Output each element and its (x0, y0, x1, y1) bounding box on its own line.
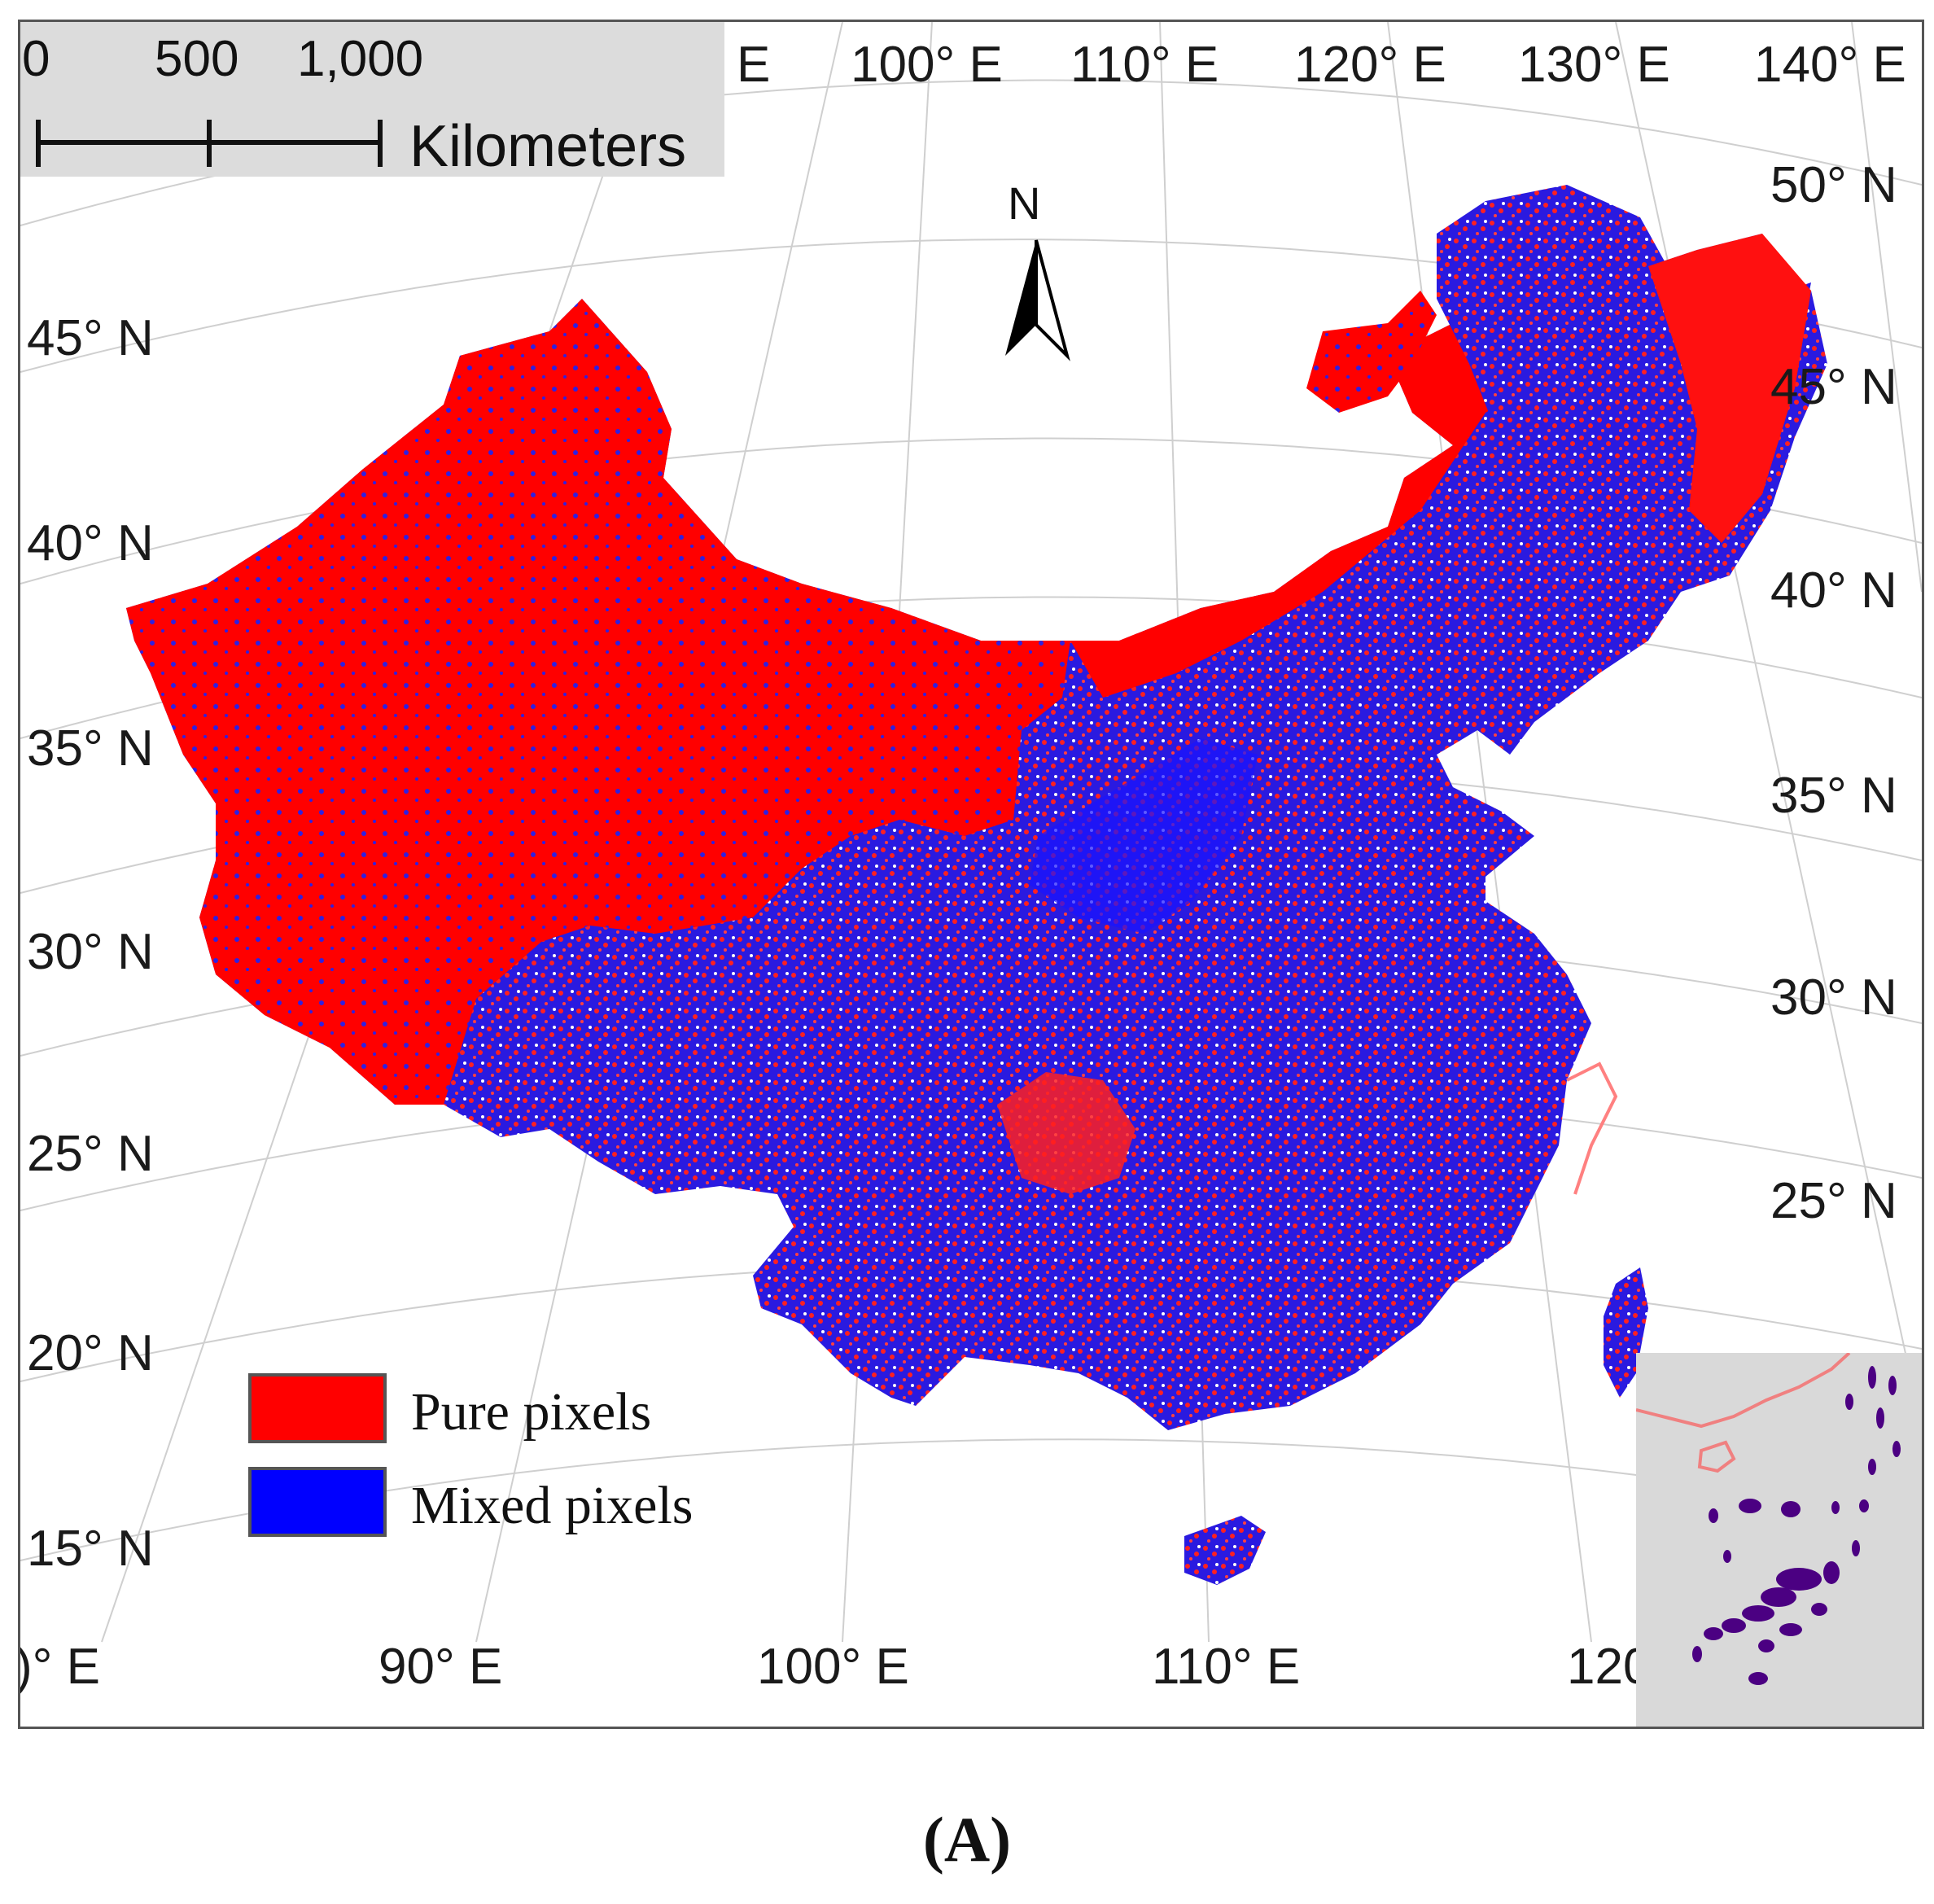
scale-tick-500: 500 (155, 31, 239, 87)
figure-caption: (A) (922, 1804, 1012, 1875)
lat-left-label: 45° N (27, 310, 154, 366)
legend-label-pure: Pure pixels (411, 1382, 652, 1442)
hainan (1184, 1516, 1266, 1585)
lat-left-label: 30° N (27, 924, 154, 980)
lat-right-label: 25° N (1770, 1173, 1897, 1229)
north-arrow-icon (1005, 239, 1070, 361)
lat-left-label: 25° N (27, 1126, 154, 1182)
lat-right-label: 50° N (1770, 157, 1897, 213)
legend-label-mixed: Mixed pixels (411, 1476, 694, 1535)
map-frame: 0 500 1,000 Kilometers N E 100° E 110° E… (18, 20, 1924, 1729)
lat-left-label: 40° N (27, 515, 154, 571)
scale-tick-0: 0 (22, 31, 50, 87)
lon-top-label: 130° E (1518, 37, 1670, 93)
legend-swatch-mixed (248, 1467, 387, 1537)
landmass (126, 185, 1827, 1585)
pure-region-west (126, 299, 1070, 1105)
lon-top-label: E (737, 37, 771, 93)
mixed-core-central (1030, 738, 1258, 934)
lat-right-label: 35° N (1770, 768, 1897, 824)
south-china-sea-inset (1635, 1351, 1922, 1727)
pure-region-northeast (1306, 291, 1437, 413)
inset-coastline (1635, 1351, 1851, 1429)
north-arrow-label: N (1008, 177, 1041, 229)
map-canvas (20, 22, 1922, 1643)
scale-bar: 0 500 1,000 Kilometers (20, 22, 724, 179)
northeast-red-edge (1648, 234, 1811, 543)
lon-bottom-label: 100° E (757, 1639, 909, 1695)
inset-hainan (1697, 1440, 1736, 1473)
lat-right-label: 45° N (1770, 359, 1897, 415)
lat-right-label: 40° N (1770, 562, 1897, 619)
lon-bottom-label: )° E (18, 1639, 101, 1695)
lat-left-label: 20° N (27, 1325, 154, 1381)
lat-left-label: 15° N (27, 1521, 154, 1577)
lon-bottom-label: 110° E (1152, 1639, 1301, 1695)
lat-left-label: 35° N (27, 720, 154, 777)
scale-tick-1000: 1,000 (297, 31, 424, 87)
lat-right-label: 30° N (1770, 970, 1897, 1026)
lon-top-label: 120° E (1294, 37, 1446, 93)
sichuan-patch (997, 1072, 1135, 1194)
scale-unit: Kilometers (409, 114, 687, 179)
legend-swatch-pure (248, 1373, 387, 1443)
east-coastline (1566, 1061, 1618, 1195)
lon-bottom-label: 90° E (378, 1639, 503, 1695)
scale-bar-graphic (36, 120, 383, 167)
lon-top-label: 140° E (1754, 37, 1906, 93)
inset-map (1635, 1351, 1901, 1685)
inset-islands (1692, 1366, 1901, 1685)
lon-top-label: 110° E (1070, 37, 1219, 93)
lon-top-label: 100° E (851, 37, 1003, 93)
